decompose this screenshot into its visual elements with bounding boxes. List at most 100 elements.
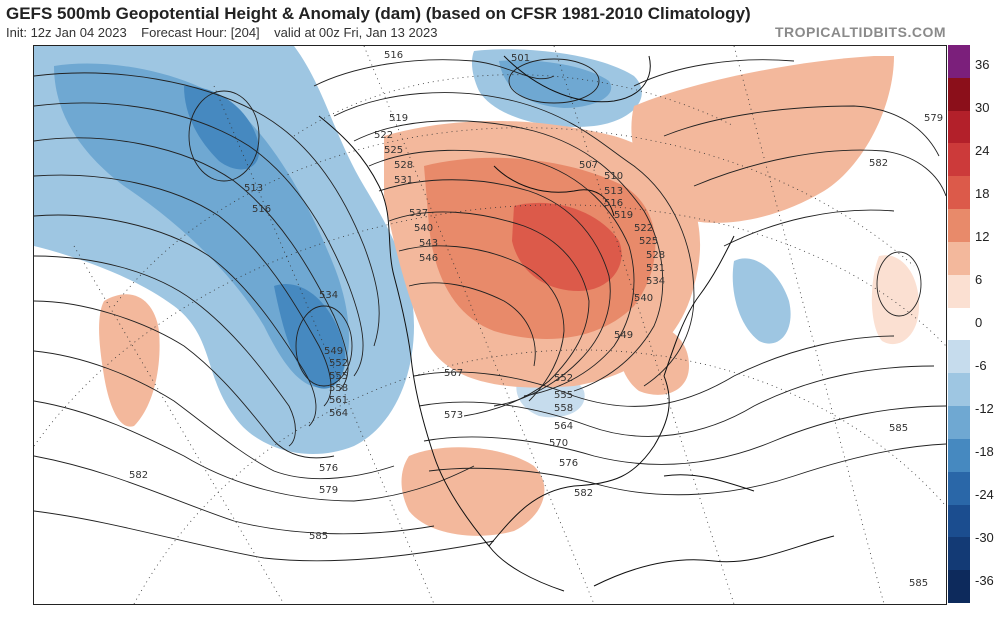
- contour-label: 564: [554, 421, 573, 432]
- positive-anomaly-mexico: [401, 447, 545, 536]
- colorbar-label: -18: [975, 443, 994, 459]
- contour-label: 519: [389, 113, 408, 124]
- contour-label: 528: [646, 250, 665, 261]
- init-time: Init: 12z Jan 04 2023: [6, 25, 127, 40]
- contour-label: 564: [329, 408, 348, 419]
- height-contours: [34, 58, 946, 562]
- colorbar-label: 24: [975, 143, 990, 159]
- colorbar-label: 30: [975, 100, 990, 116]
- coastline-hudson: [493, 165, 615, 217]
- map-title: GEFS 500mb Geopotential Height & Anomaly…: [6, 4, 751, 23]
- latlon-grid: [34, 46, 946, 604]
- colorbar-swatch: [948, 340, 970, 374]
- contour-label: 573: [444, 410, 463, 421]
- contour-line: [34, 214, 317, 427]
- coastline-gulf: [488, 375, 670, 547]
- contour-label: 507: [579, 160, 598, 171]
- contour-label: 579: [924, 113, 943, 124]
- colorbar-swatch: [948, 45, 970, 79]
- colorbar-swatch: [948, 143, 970, 177]
- valid-time: valid at 00z Fri, Jan 13 2023: [274, 25, 438, 40]
- contour-closed-high: [876, 251, 922, 317]
- anomaly-map: 516 501 519 522 525 528 531 507 510 513 516 519 522 5…: [33, 45, 947, 605]
- contour-label: 510: [604, 171, 623, 182]
- map-subtitle: Init: 12z Jan 04 2023 Forecast Hour: [20…: [6, 25, 437, 40]
- contour-line: [418, 365, 935, 437]
- contour-label: 522: [374, 130, 393, 141]
- contour-label: 582: [129, 470, 148, 481]
- coastline-cuba: [663, 474, 755, 492]
- contour-label: 540: [414, 223, 433, 234]
- contour-label: 531: [394, 175, 413, 186]
- colorbar-swatch: [948, 241, 970, 276]
- coastline-greenland: [503, 55, 651, 103]
- colorbar-swatch: [948, 570, 970, 604]
- contour-label: 552: [329, 358, 348, 369]
- contour-label: 561: [329, 395, 348, 406]
- colorbar-label: 18: [975, 186, 990, 202]
- contour-line: [34, 255, 296, 447]
- contour-label: 585: [909, 578, 928, 589]
- contour-line: [378, 179, 611, 407]
- contour-line: [34, 137, 349, 392]
- coastline-central-america: [593, 535, 835, 587]
- contour-line: [423, 405, 946, 465]
- colorbar-label: 0: [975, 315, 983, 330]
- site-brand: TROPICALTIDBITS.COM: [774, 24, 946, 40]
- coastlines: [318, 55, 835, 592]
- contour-label: 570: [549, 438, 568, 449]
- contour-label: 558: [329, 383, 348, 394]
- contour-label: 501: [511, 53, 530, 64]
- contour-label: 537: [409, 208, 428, 219]
- negative-anomaly-greenland-core: [499, 60, 612, 108]
- longitude-line: [73, 245, 285, 604]
- contour-label: 567: [444, 368, 463, 379]
- anomaly-colorbar: [948, 45, 970, 604]
- latitude-line: [293, 74, 735, 137]
- latitude-line: [113, 127, 915, 307]
- contour-label: 519: [614, 210, 633, 221]
- colorbar-swatch: [948, 77, 970, 112]
- contour-line: [34, 400, 475, 502]
- contour-line: [723, 209, 895, 247]
- colorbar-swatch: [948, 438, 970, 473]
- contour-label: 525: [384, 145, 403, 156]
- contour-label: 585: [309, 531, 328, 542]
- contour-label: 549: [324, 346, 343, 357]
- contour-label: 582: [869, 158, 888, 169]
- coastline-east: [663, 235, 735, 377]
- contour-label: 579: [319, 485, 338, 496]
- contour-label: 534: [319, 290, 338, 301]
- contour-line: [633, 59, 795, 87]
- contour-label: 555: [329, 371, 348, 382]
- contour-line: [428, 443, 946, 496]
- colorbar-swatch: [948, 471, 970, 506]
- contour-label: 576: [319, 463, 338, 474]
- contour-line: [408, 282, 536, 367]
- contour-line: [413, 335, 895, 407]
- contour-closed-low: [188, 90, 260, 182]
- contour-label: 534: [646, 276, 665, 287]
- longitude-line: [363, 46, 595, 604]
- contour-line: [368, 149, 635, 397]
- colorbar-swatch: [948, 307, 970, 341]
- contour-label: 525: [639, 236, 658, 247]
- contour-line: [388, 211, 590, 417]
- negative-anomaly-gulf-alaska: [184, 86, 260, 170]
- colorbar-swatch: [948, 537, 970, 571]
- colorbar-label: -24: [975, 486, 994, 502]
- contour-line: [693, 149, 946, 197]
- colorbar-label: 36: [975, 57, 990, 73]
- latitude-line: [34, 204, 946, 447]
- colorbar-swatch: [948, 274, 970, 309]
- contour-label: 576: [559, 458, 578, 469]
- contour-line: [34, 102, 364, 377]
- contour-label: 546: [419, 253, 438, 264]
- negative-anomaly-west-coast: [274, 284, 345, 389]
- map-canvas: 516 5015195225255285315075105135165195225…: [34, 46, 946, 604]
- contour-label: 540: [634, 293, 653, 304]
- colorbar-label: -30: [975, 529, 994, 545]
- contour-line: [34, 72, 380, 347]
- colorbar-label: 12: [975, 229, 990, 245]
- contour-line: [313, 59, 555, 87]
